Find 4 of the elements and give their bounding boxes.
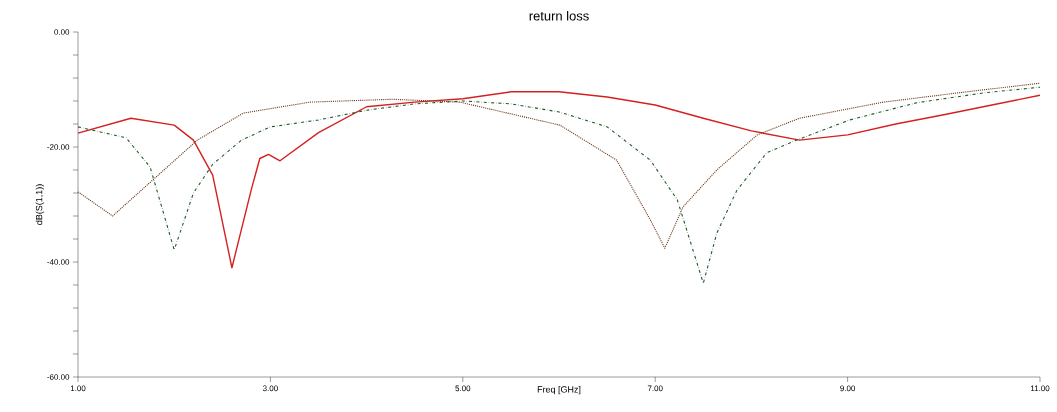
line-series: [77, 82, 1041, 249]
x-axis-title: Freq [GHz]: [537, 386, 581, 395]
chart-title: return loss: [529, 10, 589, 21]
y-axis-title: dB(S(1,1)): [35, 184, 45, 225]
